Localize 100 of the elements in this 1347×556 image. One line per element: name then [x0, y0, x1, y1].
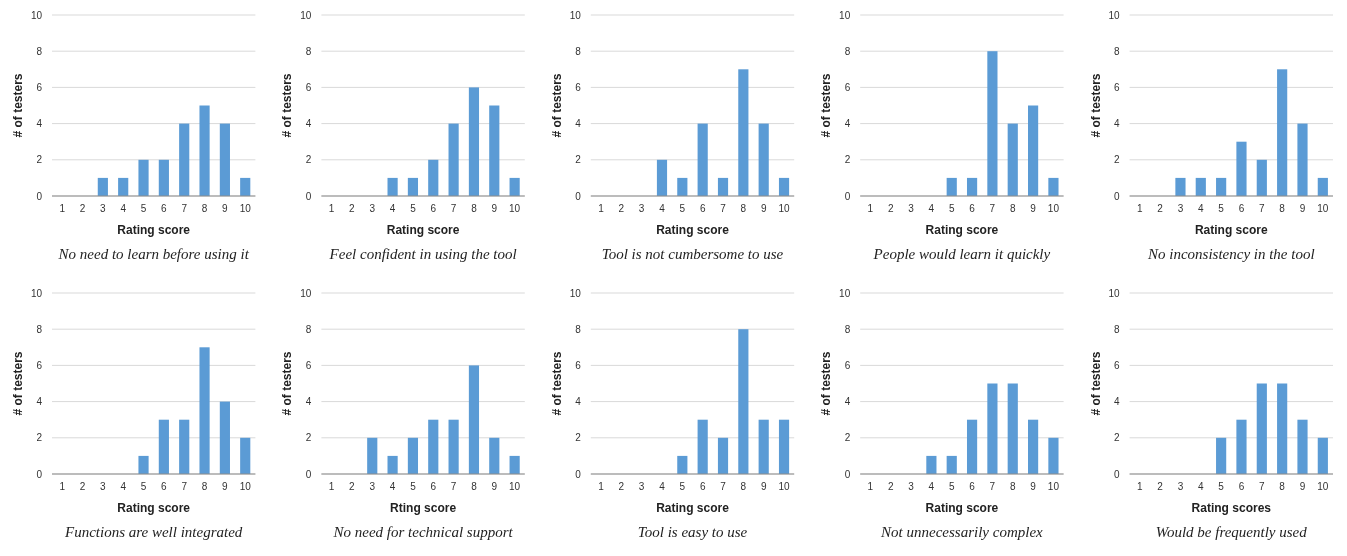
y-axis-title: # of testers — [11, 351, 25, 416]
x-tick-label: 7 — [450, 481, 457, 492]
y-tick-label: 2 — [36, 154, 43, 166]
y-tick-label: 10 — [569, 287, 582, 299]
bar — [1297, 123, 1308, 196]
x-tick-label: 6 — [161, 481, 168, 492]
y-tick-label: 0 — [575, 468, 582, 480]
bar — [717, 437, 729, 474]
bar — [448, 419, 459, 474]
y-tick-label: 2 — [1114, 154, 1121, 166]
x-tick-label: 6 — [699, 481, 706, 492]
x-tick-label: 2 — [1157, 481, 1164, 492]
x-tick-label: 5 — [1218, 203, 1225, 214]
y-tick-label: 8 — [575, 323, 582, 335]
bar — [758, 123, 769, 196]
text: Not unnecessarily complex — [880, 524, 1044, 540]
x-tick-label: 9 — [1299, 481, 1306, 492]
bar — [1195, 177, 1206, 196]
y-tick-label: 6 — [305, 359, 312, 371]
bar — [219, 123, 230, 196]
x-tick-label: 10 — [778, 481, 791, 492]
x-tick-label: 4 — [659, 203, 666, 214]
x-tick-label: 9 — [1030, 203, 1037, 214]
x-tick-label: 3 — [638, 203, 645, 214]
x-tick-label: 10 — [239, 203, 252, 214]
bar — [778, 177, 790, 196]
x-tick-label: 1 — [598, 203, 605, 214]
bar — [1256, 383, 1267, 474]
x-tick-label: 8 — [201, 203, 208, 214]
y-tick-label: 6 — [844, 359, 851, 371]
bar — [656, 159, 668, 196]
y-axis-title: # of testers — [1088, 351, 1103, 416]
bar — [407, 437, 419, 474]
bar — [138, 159, 149, 196]
y-tick-label: 6 — [1114, 81, 1121, 93]
y-tick-label: 8 — [844, 45, 851, 57]
x-tick-label: 10 — [239, 481, 252, 492]
y-axis-title: # of testers — [280, 351, 295, 416]
x-tick-label: 4 — [659, 481, 666, 492]
x-tick-label: 7 — [181, 203, 188, 214]
bar — [677, 455, 688, 474]
bar — [489, 437, 500, 474]
x-tick-label: 10 — [1317, 203, 1329, 214]
x-tick-label: 7 — [450, 203, 457, 214]
bar — [738, 69, 749, 196]
y-tick-label: 4 — [844, 396, 851, 408]
x-tick-label: 1 — [59, 481, 66, 492]
text: No need to learn before using it — [57, 246, 250, 262]
y-axis-title: # of testers — [549, 73, 564, 138]
y-tick-label: 6 — [575, 359, 582, 371]
x-tick-label: 4 — [389, 203, 396, 214]
y-axis-title: # of testers — [819, 73, 834, 138]
bar — [1028, 419, 1039, 474]
bar — [509, 455, 520, 474]
bar — [1007, 123, 1018, 196]
y-tick-label: 4 — [844, 118, 851, 130]
y-tick-label: 2 — [305, 154, 312, 166]
y-tick-label: 2 — [36, 432, 43, 444]
x-tick-label: 6 — [1238, 481, 1245, 492]
x-tick-label: 5 — [948, 203, 955, 214]
x-tick-label: 6 — [969, 203, 976, 214]
bar — [1236, 141, 1247, 196]
x-tick-label: 5 — [410, 481, 417, 492]
bar — [1256, 159, 1267, 196]
x-tick-label: 8 — [740, 203, 747, 214]
y-axis-title: # of testers — [1088, 73, 1103, 138]
x-tick-label: 7 — [720, 481, 727, 492]
bar — [778, 419, 790, 474]
y-tick-label: 8 — [844, 323, 851, 335]
x-tick-label: 8 — [471, 481, 478, 492]
x-tick-label: 4 — [928, 203, 935, 214]
bar — [179, 123, 190, 196]
x-tick-label: 10 — [1317, 481, 1329, 492]
bar — [1007, 383, 1018, 474]
x-tick-label: 8 — [1279, 481, 1286, 492]
x-tick-label: 9 — [222, 481, 229, 492]
bar — [468, 87, 480, 196]
text: Feel confident in using the tool — [328, 246, 517, 262]
x-tick-label: 1 — [328, 481, 335, 492]
x-tick-label: 4 — [120, 481, 127, 492]
y-tick-label: 8 — [305, 45, 312, 57]
x-axis-title: Rting score — [390, 501, 457, 515]
x-tick-label: 5 — [679, 481, 686, 492]
x-tick-label: 3 — [100, 203, 107, 214]
bar — [387, 455, 398, 474]
y-tick-label: 8 — [305, 323, 312, 335]
x-tick-label: 3 — [1177, 203, 1184, 214]
x-tick-label: 3 — [1177, 481, 1184, 492]
y-tick-label: 0 — [305, 468, 312, 480]
y-axis-title: # of testers — [11, 73, 25, 138]
y-tick-label: 8 — [1114, 323, 1121, 335]
x-tick-label: 9 — [760, 481, 767, 492]
y-tick-label: 2 — [575, 154, 582, 166]
y-tick-label: 6 — [575, 81, 582, 93]
y-tick-label: 0 — [36, 190, 43, 202]
bar — [428, 419, 439, 474]
x-tick-label: 1 — [328, 203, 335, 214]
x-tick-label: 9 — [760, 203, 767, 214]
bar — [987, 51, 998, 196]
bar — [1028, 105, 1039, 196]
